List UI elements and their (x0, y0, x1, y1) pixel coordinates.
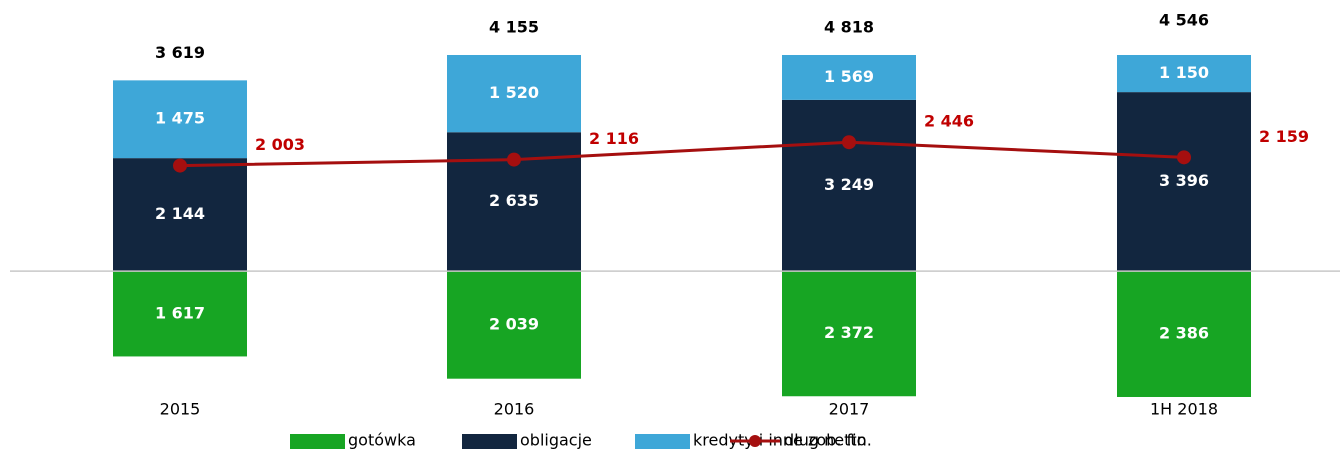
total-label: 4 546 (1159, 11, 1209, 30)
data-label: 1 617 (155, 303, 205, 322)
data-label: 1 475 (155, 109, 205, 128)
bar-segment (1117, 55, 1251, 93)
legend-swatch (749, 435, 761, 447)
data-label: 3 249 (824, 175, 874, 194)
data-label: 1 569 (824, 67, 874, 86)
data-label: 2 635 (489, 191, 539, 210)
bar-segment (782, 55, 916, 100)
legend-swatch (462, 434, 517, 449)
bar-segment (113, 80, 247, 159)
data-label: 2 386 (1159, 324, 1209, 343)
legend-label: dług netto (784, 431, 866, 449)
bar-segment (782, 99, 916, 272)
bar-segment (113, 158, 247, 272)
legend-swatch (290, 434, 345, 449)
legend-label: gotówka (348, 431, 416, 449)
total-label: 4 155 (489, 18, 539, 37)
x-tick-label: 2017 (829, 400, 870, 419)
legend-label: obligacje (520, 431, 592, 449)
line-point (507, 152, 521, 167)
line-point (842, 135, 856, 150)
data-label: 1 520 (489, 83, 539, 102)
data-label: 3 396 (1159, 171, 1209, 190)
line-label: 2 003 (255, 135, 305, 154)
line (179, 140, 1185, 168)
bar-segment (447, 55, 581, 133)
data-label: 1 150 (1159, 63, 1209, 82)
data-label: 2 039 (489, 314, 539, 333)
total-label: 4 818 (824, 18, 874, 37)
legend-swatch (635, 434, 690, 449)
x-tick-label: 2015 (160, 400, 201, 419)
x-tick-label: 1H 2018 (1150, 400, 1218, 419)
line-point (173, 158, 187, 173)
legend-label: kredyty i inne zob. fin. (693, 431, 872, 449)
line-label: 2 159 (1259, 127, 1309, 146)
x-tick-label: 2016 (494, 400, 535, 419)
bar-segment (113, 271, 247, 357)
line-label: 2 116 (589, 129, 639, 148)
plot-area (113, 55, 1251, 397)
data-label: 2 372 (824, 323, 874, 342)
bar-segment (782, 271, 916, 397)
line-point (1177, 150, 1191, 165)
bar-segment (1117, 271, 1251, 397)
bar-segment (1117, 92, 1251, 272)
data-label: 2 144 (155, 204, 205, 223)
total-label: 3 619 (155, 43, 205, 62)
bar-segment (447, 271, 581, 379)
line-label: 2 446 (924, 112, 974, 131)
